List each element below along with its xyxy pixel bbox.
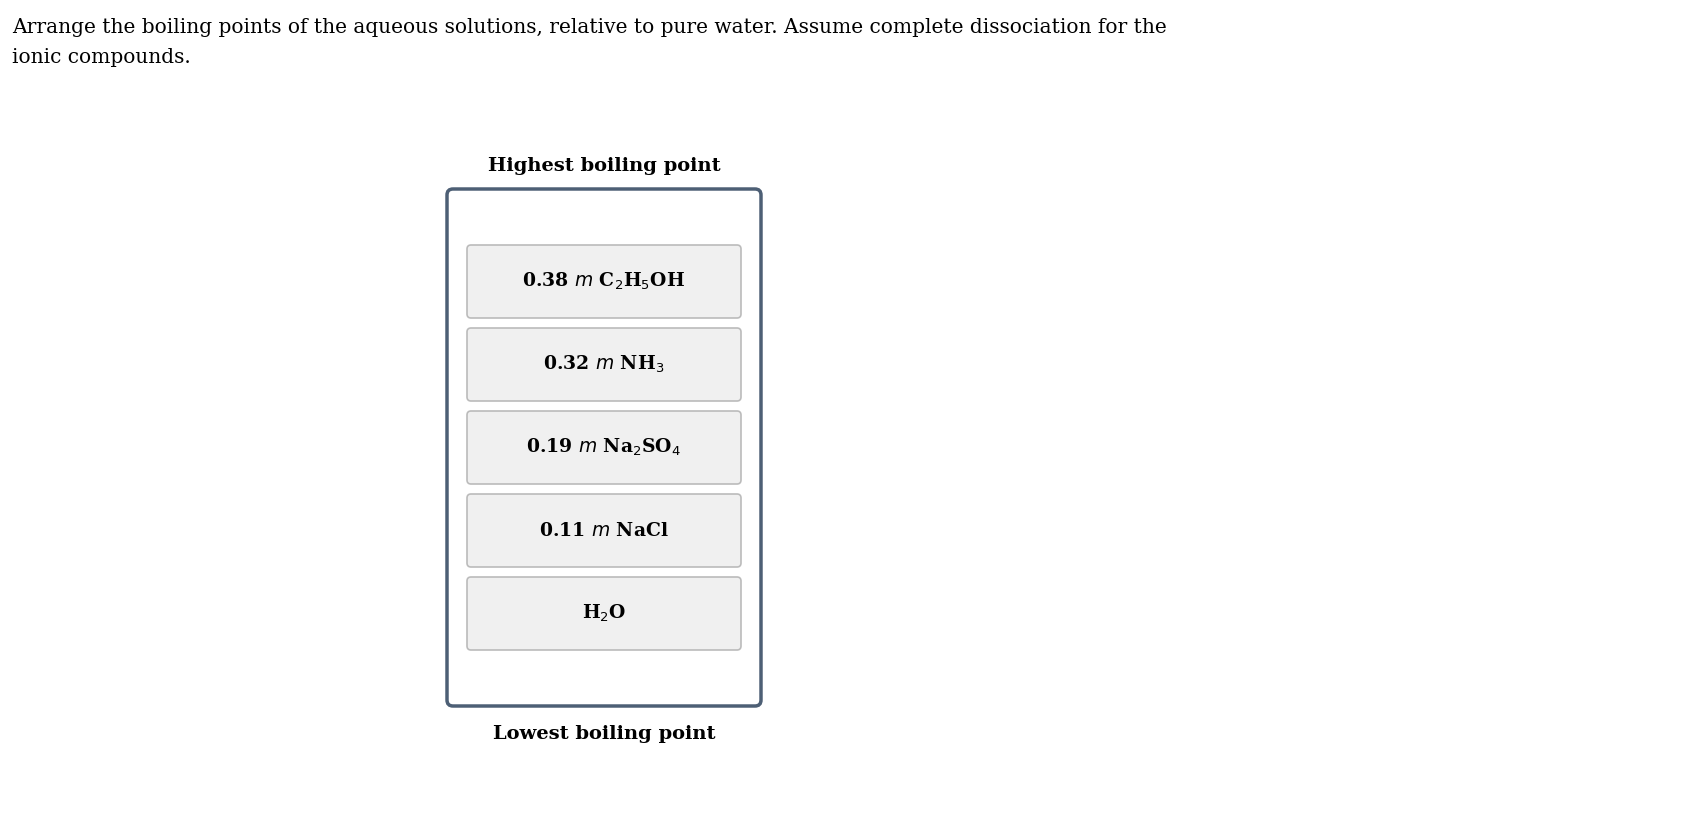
Text: Arrange the boiling points of the aqueous solutions, relative to pure water. Ass: Arrange the boiling points of the aqueou… bbox=[12, 18, 1165, 37]
Text: 0.38 $m$ C$_2$H$_5$OH: 0.38 $m$ C$_2$H$_5$OH bbox=[522, 271, 686, 292]
FancyBboxPatch shape bbox=[466, 328, 740, 401]
Text: ionic compounds.: ionic compounds. bbox=[12, 48, 191, 67]
Text: 0.11 $m$ NaCl: 0.11 $m$ NaCl bbox=[539, 521, 669, 539]
FancyBboxPatch shape bbox=[466, 494, 740, 567]
FancyBboxPatch shape bbox=[466, 411, 740, 484]
FancyBboxPatch shape bbox=[466, 245, 740, 318]
FancyBboxPatch shape bbox=[466, 577, 740, 650]
Text: 0.19 $m$ Na$_2$SO$_4$: 0.19 $m$ Na$_2$SO$_4$ bbox=[527, 437, 681, 458]
Text: 0.32 $m$ NH$_3$: 0.32 $m$ NH$_3$ bbox=[544, 354, 664, 375]
Text: Highest boiling point: Highest boiling point bbox=[488, 157, 720, 175]
FancyBboxPatch shape bbox=[446, 189, 760, 706]
Text: Lowest boiling point: Lowest boiling point bbox=[493, 725, 714, 743]
Text: H$_2$O: H$_2$O bbox=[581, 603, 627, 624]
